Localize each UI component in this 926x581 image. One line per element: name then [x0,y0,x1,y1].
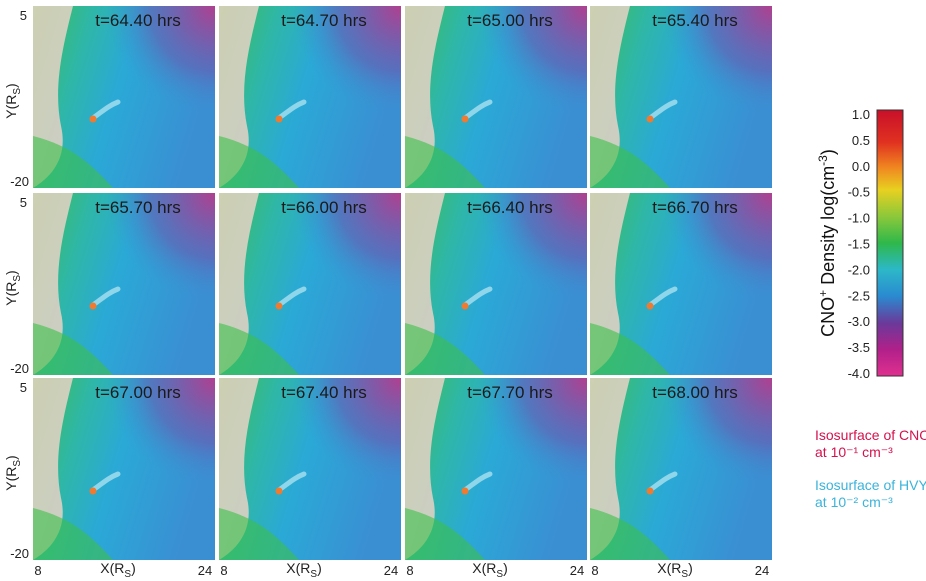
panel-image [405,193,587,375]
colorbar-tick-label: 0.5 [852,133,870,148]
colorbar-tick-label: -1.0 [848,211,870,226]
x-tick-label: 8 [220,563,227,578]
x-axis-label-part: X(R [286,560,310,576]
panel-image [405,378,587,560]
y-axis-label-part: S [12,460,23,467]
colorbar-tick-label: -2.5 [848,288,870,303]
time-label: t=67.40 hrs [281,383,367,402]
x-axis-label-part: X(R [100,560,124,576]
x-axis-label-part: S [310,569,317,580]
colorbar [876,109,904,377]
x-axis-label: X(RS) [472,560,507,580]
x-tick-label: 8 [34,563,41,578]
x-tick-label: 8 [591,563,598,578]
x-axis-label-part: S [496,569,503,580]
colorbar-title-part: Density log(cm [818,166,838,290]
y-axis-label: Y(RS) [3,270,23,305]
y-axis-label-part: S [12,88,23,95]
time-label: t=64.70 hrs [281,11,367,30]
colorbar-tick-label: -3.0 [848,314,870,329]
panel-image [405,6,587,188]
x-axis-label-part: X(R [472,560,496,576]
x-axis-label-part: S [124,569,131,580]
panel-image [33,6,215,188]
time-label: t=66.70 hrs [652,198,738,217]
colorbar-tick-label: -4.0 [848,366,870,381]
y-tick-label: -20 [10,361,29,376]
time-label: t=68.00 hrs [652,383,738,402]
legend-text: at 10⁻² cm⁻³ [815,494,893,510]
time-label: t=64.40 hrs [95,11,181,30]
colorbar-tick-label: 1.0 [852,107,870,122]
x-axis-label-part: ) [131,560,136,576]
colorbar-tick-label: 0.0 [852,159,870,174]
x-tick-label: 24 [384,563,398,578]
time-label: t=67.70 hrs [467,383,553,402]
colorbar-tick-label: -2.0 [848,262,870,277]
y-tick-label: 5 [20,380,27,395]
y-tick-label: -20 [10,174,29,189]
x-tick-label: 24 [755,563,769,578]
panel-image [219,193,401,375]
y-tick-label: -20 [10,546,29,561]
y-axis-label-part: ) [3,270,19,275]
x-tick-label: 24 [570,563,584,578]
colorbar-title-part: CNO [818,297,838,337]
y-axis-label-part: Y(R [3,467,19,491]
y-axis-label-part: Y(R [3,282,19,306]
colorbar-tick-label: -3.5 [848,340,870,355]
y-axis-label: Y(RS) [3,455,23,490]
x-axis-label-part: S [681,569,688,580]
x-tick-label: 24 [198,563,212,578]
panel-image [590,193,772,375]
panel-grid: t=64.40 hrs t=64.70 hrs t=65.00 hrs t=65.40… [33,6,772,560]
x-axis-label-part: X(R [657,560,681,576]
x-axis-label-part: ) [503,560,508,576]
colorbar-tick-label: -0.5 [848,185,870,200]
time-label: t=65.00 hrs [467,11,553,30]
x-axis-label: X(RS) [286,560,321,580]
x-axis-label-part: ) [317,560,322,576]
x-axis-label: X(RS) [100,560,135,580]
colorbar-tick-label: -1.5 [848,237,870,252]
panel-image [590,378,772,560]
y-axis-label-part: Y(R [3,95,19,119]
legend-text: Isosurface of HVY⁺ [815,477,926,493]
panel-image [219,378,401,560]
y-axis-label-part: S [12,275,23,282]
y-axis-label-part: ) [3,83,19,88]
colorbar-title-part: -3 [816,155,830,166]
time-label: t=66.00 hrs [281,198,367,217]
colorbar-title-part: ) [818,149,838,155]
panel-image [219,6,401,188]
colorbar-title-part: + [816,290,830,297]
colorbar-title: CNO+ Density log(cm-3) [816,149,838,337]
y-tick-label: 5 [20,8,27,23]
x-tick-label: 8 [406,563,413,578]
time-label: t=65.70 hrs [95,198,181,217]
y-axis-label-part: ) [3,455,19,460]
time-label: t=65.40 hrs [652,11,738,30]
y-axis-label: Y(RS) [3,83,23,118]
panel-image [590,6,772,188]
legend-text: Isosurface of CNO⁺ [815,427,926,443]
time-label: t=66.40 hrs [467,198,553,217]
y-tick-label: 5 [20,195,27,210]
legend-text: at 10⁻¹ cm⁻³ [815,444,893,460]
x-axis-label-part: ) [688,560,693,576]
panel-image [33,193,215,375]
time-label: t=67.00 hrs [95,383,181,402]
x-axis-label: X(RS) [657,560,692,580]
panel-image [33,378,215,560]
